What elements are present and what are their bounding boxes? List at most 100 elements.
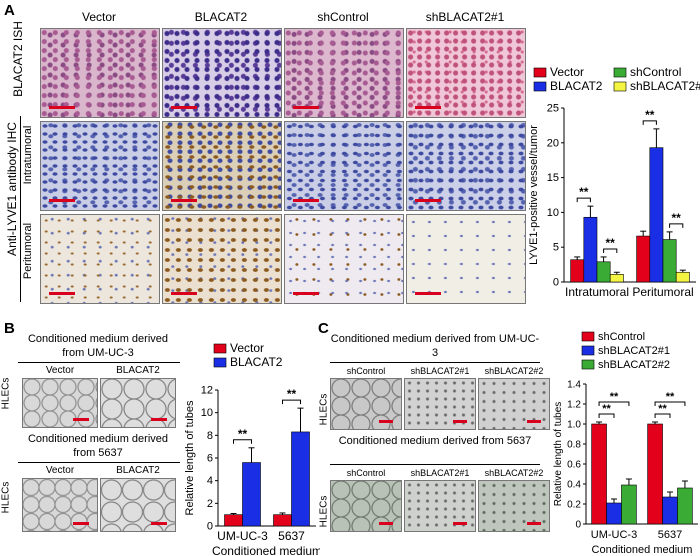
scale-bar <box>49 292 75 295</box>
significance-bracket <box>282 399 301 405</box>
y-tick-label: 4 <box>207 475 213 487</box>
y-tick-label: 1.4 <box>567 380 581 391</box>
significance-label: ** <box>287 387 297 401</box>
micrograph-peri-blacat2 <box>162 214 282 304</box>
panel-c-caption-2: Conditioned medium derived from 5637 <box>338 435 532 447</box>
significance-label: ** <box>666 391 675 403</box>
legend-label: Vector <box>230 341 264 355</box>
legend-swatch <box>613 81 627 92</box>
significance-bracket <box>598 413 615 418</box>
y-tick-label: 10 <box>547 207 559 219</box>
y-tick-label: 12 <box>201 385 213 397</box>
bar <box>583 216 598 283</box>
micrograph-c-5637-shblacat2-2 <box>478 480 550 532</box>
legend-label: shBLACAT2#1 <box>598 345 670 357</box>
y-tick-label: 0.2 <box>567 500 581 511</box>
significance-bracket <box>642 120 657 125</box>
significance-bracket <box>654 401 686 406</box>
row-label-ihc: Anti-LYVE1 antibody IHC <box>5 122 19 256</box>
col-header-shcontrol: shControl <box>317 10 369 24</box>
x-tick-label: Peritumoral <box>632 285 693 299</box>
micrograph-ish-shblacat2-1 <box>406 28 526 118</box>
legend-swatch <box>613 67 627 78</box>
micrograph-b-5637-blacat2 <box>100 478 176 532</box>
panel-a-label: A <box>4 2 15 19</box>
micrograph-c-umuc3-shblacat2-2 <box>478 378 550 430</box>
panel-c-caption-1: Conditioned medium derived from UM-UC-3 <box>330 333 540 359</box>
bar <box>596 261 611 283</box>
row-label-peritumoral: Peritumoral <box>22 222 34 280</box>
bar <box>677 487 693 525</box>
bar <box>662 239 677 283</box>
scale-bar <box>73 418 89 421</box>
significance-bracket <box>654 413 671 418</box>
panel-c-row-label-2: HLECs <box>318 495 330 528</box>
scale-bar <box>171 106 197 109</box>
y-axis-label: Relative length of tubes <box>553 402 564 507</box>
micrograph-b-umuc3-vector <box>22 378 98 428</box>
legend-label: BLACAT2 <box>550 79 603 93</box>
x-tick-label: UM-UC-3 <box>591 529 637 541</box>
scale-bar <box>379 522 393 525</box>
significance-label: ** <box>610 391 619 403</box>
significance-label: ** <box>238 427 248 441</box>
y-tick-label: 20 <box>547 137 559 149</box>
scale-bar <box>151 522 167 525</box>
scale-bar <box>171 292 197 295</box>
legend-swatch <box>533 81 547 92</box>
y-axis-label: Relative length of tubes <box>184 400 196 515</box>
scale-bar <box>49 199 75 202</box>
bar <box>242 462 261 527</box>
y-tick-label: 0.6 <box>567 460 581 471</box>
y-tick-label: 0 <box>553 277 559 289</box>
micrograph-ish-vector <box>40 28 160 118</box>
y-tick-label: 0.4 <box>567 480 581 491</box>
micrograph-peri-vector <box>40 214 160 304</box>
micrograph-intra-shcontrol <box>284 121 404 211</box>
x-tick-label: UM-UC-3 <box>217 529 268 543</box>
significance-bracket <box>233 439 252 444</box>
chart-c: shControl shBLACAT2#1 shBLACAT2#2 0 0.2 0.4 0.… <box>553 331 698 556</box>
x-tick-label: Intratumoral <box>565 285 629 299</box>
significance-label: ** <box>579 185 589 199</box>
bar <box>636 235 651 283</box>
panel-b-caption-2: Conditioned medium derived from 5637 <box>27 433 169 459</box>
significance-bracket <box>598 401 630 406</box>
row-label-ish: BLACAT2 ISH <box>11 21 25 97</box>
panel-b-col-vector-2: Vector <box>45 465 75 476</box>
bar <box>662 496 678 525</box>
legend-label: shBLACAT2#1 <box>630 79 700 93</box>
panel-b-label: B <box>4 320 15 337</box>
panel-c-caption-2-rule <box>330 464 540 465</box>
scale-bar <box>49 106 75 109</box>
x-tick-label: 5637 <box>278 529 305 543</box>
scale-bar <box>293 292 319 295</box>
y-axis-label: LYVE1-positive vessel/tumor <box>528 125 540 265</box>
y-tick-label: 0 <box>207 521 213 533</box>
ihc-bracket-line <box>20 116 21 302</box>
micrograph-c-5637-shblacat2-1 <box>404 480 476 532</box>
panel-b-caption-1-rule <box>18 362 180 363</box>
scale-bar <box>527 522 541 525</box>
scale-bar <box>415 199 441 202</box>
y-tick-label: 10 <box>201 407 213 419</box>
scale-bar <box>293 106 319 109</box>
y-tick-label: 15 <box>547 172 559 184</box>
significance-bracket <box>603 248 618 253</box>
x-axis-label: Conditioned medium <box>212 544 320 556</box>
panel-b-caption-2-rule <box>18 462 180 463</box>
panel-c-col-shblacat2-2-2: shBLACAT2#2 <box>484 468 544 478</box>
legend-swatch <box>581 331 595 342</box>
y-tick-label: 2 <box>207 498 213 510</box>
panel-b-col-vector-1: Vector <box>45 365 75 376</box>
panel-c-col-shblacat2-1-2: shBLACAT2#1 <box>410 468 470 478</box>
micrograph-peri-shcontrol <box>284 214 404 304</box>
scale-bar <box>171 199 197 202</box>
scale-bar <box>415 292 441 295</box>
panel-c-row-label-1: HLECs <box>318 393 330 426</box>
legend-swatch <box>581 345 595 356</box>
y-tick-label: 5 <box>553 242 559 254</box>
col-header-shblacat2-1: shBLACAT2#1 <box>425 10 505 24</box>
